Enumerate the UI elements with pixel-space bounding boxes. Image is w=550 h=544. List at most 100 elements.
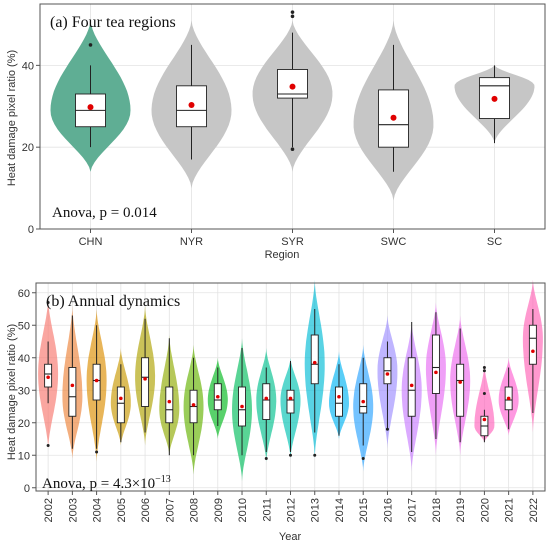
panel-a-outlier-SYR [290,147,295,152]
panel-b-x-tick-label-2016: 2016 [382,498,394,522]
panel-b-outlier-2015 [361,457,365,460]
panel-b-y-tick-label: 20 [18,418,30,430]
panel-a-y-tick-label: 20 [22,142,34,154]
panel-b-annual-violin-chart: Year Heat damage pixel ratio (%) 2002 200… [6,279,546,543]
panel-b-outlier-2002 [46,301,50,304]
panel-b-x-tick-label-2017: 2017 [407,498,419,522]
panel-a-x-tick-label-SWC: SWC [381,236,407,248]
panel-a-mean-point-NYR [188,102,195,109]
panel-b-y-tick-label: 10 [18,450,30,462]
panel-b-y-tick-label: 50 [18,320,30,332]
panel-a-x-tick-label-SC: SC [487,236,502,248]
panel-b-x-tick-label-2005: 2005 [116,498,128,522]
panel-b-outlier-2020 [482,366,486,369]
panel-b-y-axis-label: Heat damage pixel ratio (%) [6,324,18,460]
panel-b-box-2019 [456,363,465,417]
panel-a-region-violin-chart: Region Heat damage pixel ratio (%) CHN NY… [6,3,546,261]
panel-b-anova-annotation: Anova, p = 4.3×10−13 [42,474,171,492]
panel-a-box-NYR [176,85,207,128]
panel-b-title: (b) Annual dynamics [46,293,180,310]
panel-b-x-tick-label-2004: 2004 [92,498,104,522]
panel-b-x-tick-label-2006: 2006 [140,498,152,522]
panel-b-x-tick-label-2013: 2013 [310,498,322,522]
panel-a-mean-point-SYR [289,83,296,90]
panel-b-y-tick-label: 60 [18,288,30,300]
panel-a-mean-point-CHN [87,104,94,111]
panel-b-mean-point-2005 [119,396,123,401]
panel-a-anova-annotation: Anova, p = 0.014 [52,205,157,221]
panel-b-x-tick-label-2018: 2018 [431,498,443,522]
panel-b-outlier-2020 [482,392,486,395]
panel-b-x-tick-label-2019: 2019 [455,498,467,522]
panel-b-box-2015 [359,383,368,414]
panel-b-x-tick-label-2022: 2022 [528,498,540,522]
panel-a-outlier-SYR [290,14,295,19]
panel-b-mean-point-2004 [94,378,99,383]
panel-b-mean-point-2021 [506,396,511,401]
panel-b-box-2007 [165,386,174,424]
panel-a-outlier-CHN [88,43,93,47]
panel-b-x-tick-label-2007: 2007 [164,498,176,522]
panel-a-x-tick-label-SYR: SYR [281,236,304,248]
panel-b-mean-point-2009 [215,394,220,399]
panel-b-mean-point-2014 [337,394,341,399]
panel-b-y-tick-label: 40 [18,353,30,365]
panel-b-mean-point-2010 [240,404,244,409]
panel-b-outlier-2012 [289,453,292,457]
panel-b-box-2018 [431,334,440,394]
panel-a-outlier-SYR [290,10,295,14]
panel-a-y-axis-label: Heat damage pixel ratio (%) [6,50,18,186]
panel-b-x-tick-label-2014: 2014 [334,498,346,522]
panel-b-box-2014 [335,386,343,417]
panel-b-x-tick-label-2015: 2015 [358,498,370,522]
panel-b-box-2003 [68,367,77,417]
panel-b-mean-point-2002 [46,375,50,380]
panel-b-y-tick-label: 30 [18,385,30,397]
panel-b-mean-point-2017 [409,383,414,388]
panel-b-box-2005 [116,386,125,424]
panel-b-box-2013 [310,334,319,385]
panel-b-x-tick-label-2020: 2020 [479,498,491,522]
panel-b-x-axis-label: Year [279,531,302,543]
panel-b-mean-point-2016 [385,372,390,376]
panel-b-box-2006 [141,357,150,407]
panel-b-x-tick-label-2011: 2011 [261,498,273,522]
panel-b-mean-point-2019 [458,380,462,384]
panel-b-x-tick-label-2008: 2008 [189,498,201,522]
panel-b-x-tick-label-2010: 2010 [237,498,249,522]
panel-b-mean-point-2022 [531,349,535,354]
panel-a-plot-frame [39,3,546,230]
panel-a-mean-point-SC [491,95,498,102]
panel-a-mean-point-SWC [390,114,397,121]
panel-b-x-tick-label-2012: 2012 [286,498,298,522]
panel-b-mean-point-2011 [264,396,269,401]
panel-a-x-tick-label-CHN: CHN [79,236,103,248]
panel-b-mean-point-2007 [167,399,172,404]
panel-b-anova-exponent: −13 [155,474,171,485]
panel-a-y-tick-label: 40 [22,60,34,72]
panel-b-outlier-2013 [313,453,317,457]
panel-b-x-tick-label-2003: 2003 [67,498,79,522]
panel-b-outlier-2002 [46,444,50,447]
panel-b-mean-point-2003 [70,383,75,388]
panel-b-mean-point-2012 [288,396,293,401]
panel-b-x-tick-label-2021: 2021 [504,498,516,522]
panel-a-y-tick-label: 0 [28,224,34,236]
panel-a-x-axis-label: Region [265,249,300,261]
panel-b-mean-point-2006 [143,377,147,381]
panel-b-x-tick-label-2009: 2009 [213,498,225,522]
panel-b-outlier-2011 [264,457,268,460]
panel-b-y-tick-label: 0 [24,483,30,495]
panel-b-mean-point-2008 [191,403,196,407]
panel-b-mean-point-2015 [361,399,366,404]
panel-b-plot-frame [35,282,546,492]
panel-b-box-2012 [286,389,295,414]
panel-a-title: (a) Four tea regions [50,14,176,31]
panel-b-mean-point-2018 [434,370,438,375]
panel-a-x-tick-label-NYR: NYR [180,236,203,248]
panel-b-mean-point-2013 [312,360,317,365]
panel-b-x-tick-label-2002: 2002 [43,498,55,522]
panel-b-outlier-2004 [95,450,99,454]
panel-b-violin-2020 [474,364,495,443]
